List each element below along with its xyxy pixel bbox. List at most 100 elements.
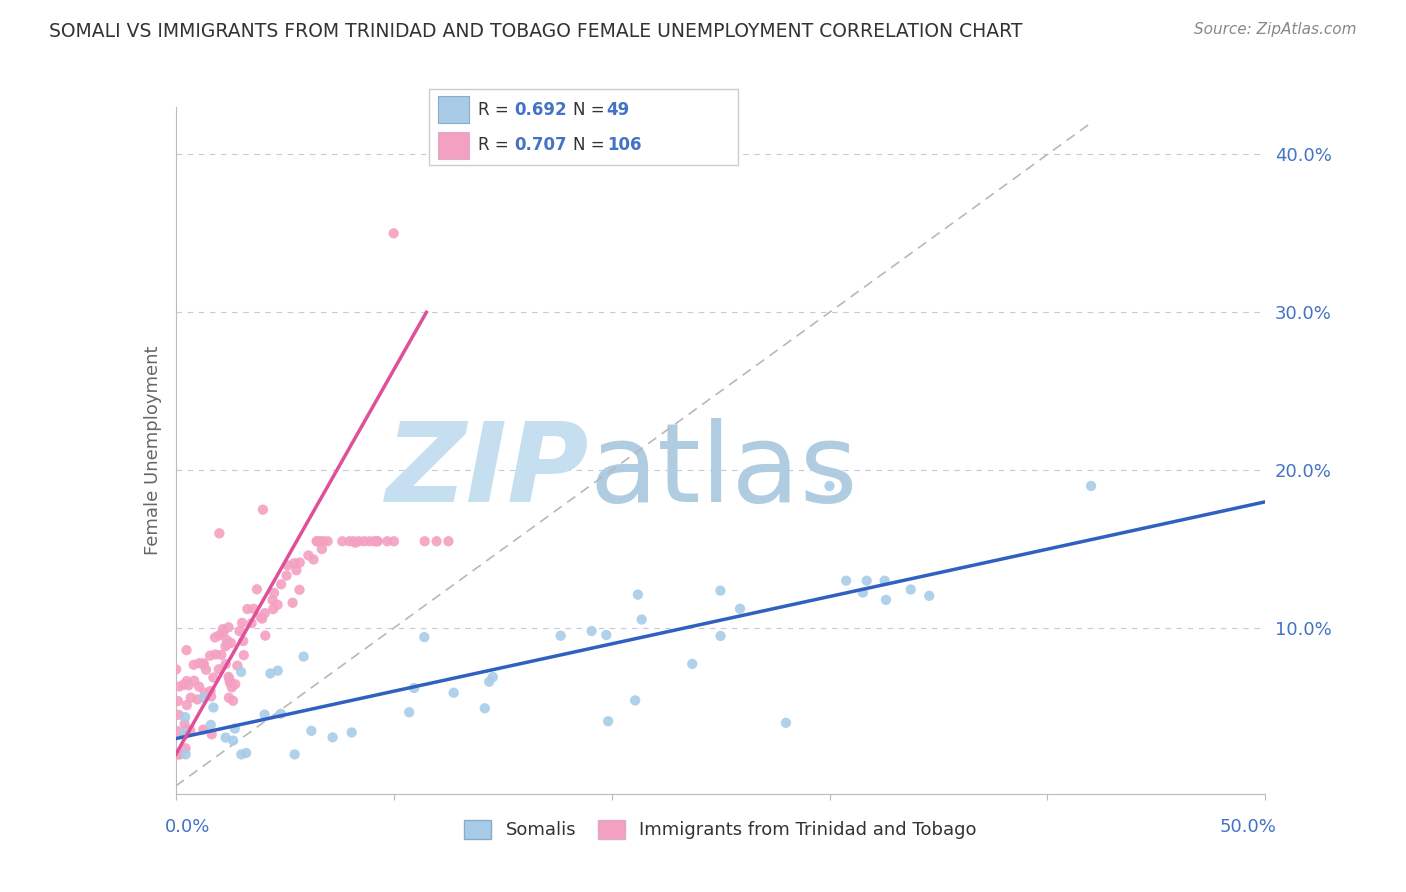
Point xyxy=(443,686,465,700)
Point xyxy=(398,706,420,720)
Point xyxy=(231,615,253,630)
Legend: Somalis, Immigrants from Trinidad and Tobago: Somalis, Immigrants from Trinidad and To… xyxy=(457,813,984,847)
Text: R =: R = xyxy=(478,101,515,119)
Point xyxy=(173,717,195,731)
Point xyxy=(202,671,225,685)
Point xyxy=(284,747,307,762)
Point xyxy=(581,624,603,638)
FancyBboxPatch shape xyxy=(429,89,738,165)
Point xyxy=(474,701,496,715)
Point xyxy=(215,657,238,672)
Point xyxy=(176,643,198,657)
Point xyxy=(344,535,367,549)
Point xyxy=(728,601,751,615)
Point xyxy=(193,657,215,671)
Point xyxy=(169,747,191,762)
Text: R =: R = xyxy=(478,136,515,154)
Point xyxy=(285,563,308,577)
Point xyxy=(214,731,236,745)
Point xyxy=(194,685,217,699)
Point xyxy=(437,534,460,549)
Point xyxy=(382,534,405,549)
Point xyxy=(413,534,436,549)
Point xyxy=(292,649,315,664)
Point xyxy=(176,698,198,712)
Point xyxy=(270,577,292,591)
Point xyxy=(235,746,257,760)
Point xyxy=(316,534,339,549)
Point xyxy=(193,690,215,705)
Point xyxy=(183,673,205,688)
Point xyxy=(219,636,242,650)
Point xyxy=(709,583,731,598)
Point xyxy=(835,574,858,588)
Text: atlas: atlas xyxy=(591,417,858,524)
Point xyxy=(195,663,218,677)
Point xyxy=(226,658,249,673)
Point xyxy=(312,534,335,549)
Point xyxy=(193,723,215,737)
FancyBboxPatch shape xyxy=(439,132,470,159)
Point xyxy=(183,657,205,672)
Point xyxy=(254,629,277,643)
Point xyxy=(281,596,304,610)
Point xyxy=(309,534,332,549)
Point xyxy=(875,592,897,607)
Point xyxy=(208,662,231,676)
Point xyxy=(330,534,353,549)
Point xyxy=(873,574,896,588)
Point xyxy=(250,612,273,626)
Point xyxy=(299,723,322,738)
Point xyxy=(229,665,252,679)
Point xyxy=(167,694,190,708)
Point xyxy=(630,613,652,627)
Point xyxy=(277,558,299,573)
Point xyxy=(363,534,385,549)
Point xyxy=(224,677,246,691)
Point xyxy=(246,582,269,597)
Point xyxy=(180,690,202,705)
Point xyxy=(165,662,187,676)
Point xyxy=(818,479,841,493)
Point xyxy=(232,634,254,648)
Point xyxy=(214,640,236,654)
Point xyxy=(359,534,381,549)
Point xyxy=(855,574,877,588)
Point xyxy=(188,656,211,670)
Text: Source: ZipAtlas.com: Source: ZipAtlas.com xyxy=(1194,22,1357,37)
Point xyxy=(231,747,253,762)
Point xyxy=(413,630,436,644)
Y-axis label: Female Unemployment: Female Unemployment xyxy=(143,346,162,555)
Text: 0.0%: 0.0% xyxy=(165,818,211,836)
Point xyxy=(167,747,190,762)
Point xyxy=(200,690,222,704)
Point xyxy=(174,747,197,762)
Point xyxy=(165,747,187,762)
Point xyxy=(218,620,240,634)
Point xyxy=(627,588,650,602)
Point xyxy=(173,728,195,742)
Point xyxy=(201,727,224,741)
Point xyxy=(174,710,197,724)
Text: 49: 49 xyxy=(607,101,630,119)
Point xyxy=(200,718,222,732)
Point xyxy=(478,674,501,689)
Point xyxy=(204,631,226,645)
Point xyxy=(852,585,875,599)
Point xyxy=(179,723,201,738)
Point xyxy=(253,707,276,722)
Point xyxy=(249,610,271,624)
Point xyxy=(681,657,703,671)
Point xyxy=(404,681,426,695)
Point xyxy=(173,677,195,691)
Point xyxy=(322,731,344,745)
Point xyxy=(775,715,797,730)
Point xyxy=(267,664,290,678)
Text: 0.707: 0.707 xyxy=(515,136,567,154)
Point xyxy=(242,602,264,616)
Point xyxy=(342,534,364,549)
Point xyxy=(221,681,243,695)
Point xyxy=(375,534,398,549)
Point xyxy=(222,733,245,747)
Point xyxy=(270,706,292,721)
